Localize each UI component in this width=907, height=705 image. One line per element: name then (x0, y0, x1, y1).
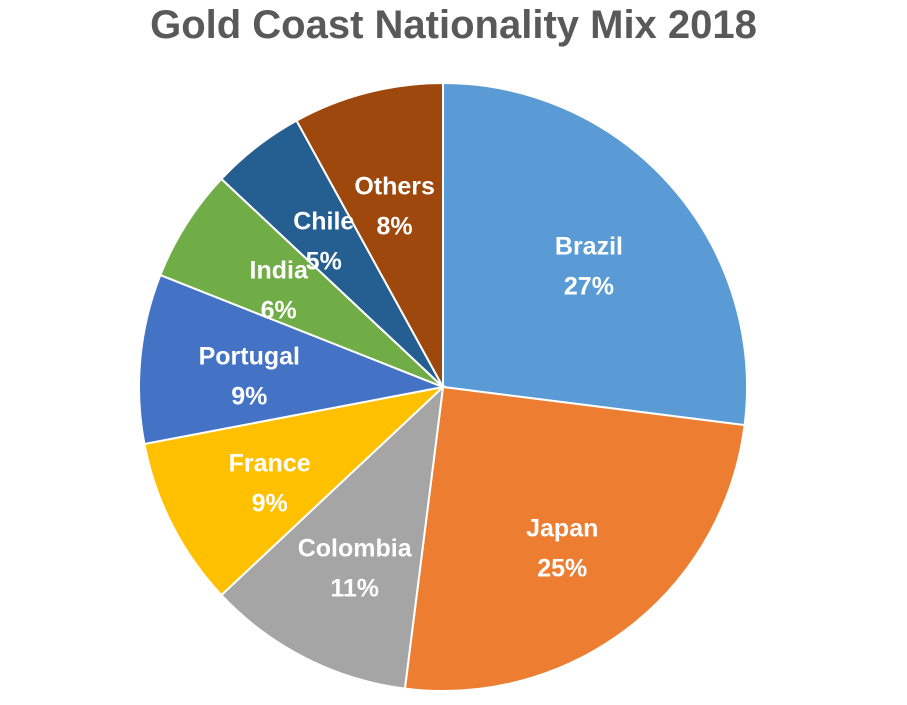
slice-percent-label: 6% (261, 297, 297, 325)
slice-label-japan: Japan 25% (526, 515, 598, 583)
slice-category-label: Brazil (555, 232, 623, 260)
pie-slice-others (295, 81, 444, 388)
slice-percent-label: 5% (306, 247, 342, 275)
pie-slice-portugal (138, 273, 447, 446)
pie-slice-colombia (219, 384, 445, 690)
pie-slice-brazil (442, 81, 748, 427)
slice-label-chile: Chile 5% (293, 207, 354, 275)
slice-percent-label: 8% (377, 213, 413, 241)
slice-category-label: Chile (293, 207, 354, 235)
slice-label-france: France 9% (229, 449, 311, 517)
slice-label-portugal: Portugal 9% (199, 343, 300, 411)
chart-title: Gold Coast Nationality Mix 2018 (150, 3, 757, 47)
slice-label-colombia: Colombia 11% (298, 534, 413, 602)
slice-percent-label: 9% (231, 383, 267, 411)
slice-category-label: Japan (526, 515, 598, 543)
slice-percent-label: 11% (330, 574, 379, 602)
pie-slices (138, 81, 748, 692)
slice-category-label: India (250, 257, 309, 285)
slice-category-label: France (229, 449, 311, 477)
slice-percent-label: 25% (537, 555, 587, 583)
slice-label-india: India 6% (250, 257, 309, 325)
pie-slice-france (143, 385, 447, 597)
slice-category-label: Others (354, 173, 435, 201)
pie-slice-japan (403, 385, 746, 692)
slice-category-label: Colombia (298, 534, 413, 562)
slice-category-label: Portugal (199, 343, 300, 371)
slice-percent-label: 9% (252, 489, 288, 517)
slice-percent-label: 27% (564, 272, 614, 300)
slice-label-others: Others 8% (354, 173, 435, 241)
slice-label-brazil: Brazil 27% (555, 232, 623, 300)
pie-labels: Brazil 27%Japan 25%Colombia 11%France 9%Port… (199, 173, 623, 603)
